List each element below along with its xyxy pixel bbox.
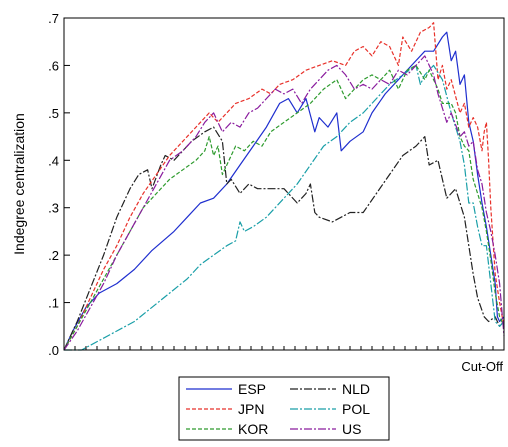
legend-label-kor: KOR — [238, 421, 268, 437]
y-tick-label: .1 — [48, 296, 59, 311]
series-lines — [63, 22, 505, 351]
legend-label-us: US — [342, 421, 361, 437]
series-line-jpn — [63, 22, 505, 351]
legend: ESP NLD JPN POL KOR US — [178, 376, 390, 441]
legend-label-esp: ESP — [238, 381, 266, 397]
legend-label-pol: POL — [342, 401, 370, 417]
y-axis-title: Indegree centralization — [11, 113, 27, 255]
y-axis-ticks: .0 .1 .2 .3 .4 .5 .6 .7 — [48, 11, 70, 358]
legend-label-jpn: JPN — [238, 401, 264, 417]
series-line-esp — [63, 31, 505, 351]
y-tick-label: .2 — [48, 248, 59, 263]
y-tick-label: .4 — [48, 153, 59, 168]
x-axis-title: Cut-Off — [461, 359, 503, 374]
series-line-nld — [63, 126, 505, 351]
series-line-pol — [64, 64, 505, 351]
legend-label-nld: NLD — [342, 381, 370, 397]
y-tick-label: .6 — [48, 58, 59, 73]
y-tick-label: .7 — [48, 11, 59, 26]
plot-frame — [63, 17, 505, 351]
y-tick-label: .5 — [48, 106, 59, 121]
x-axis-ticks — [63, 346, 505, 350]
series-line-kor — [63, 64, 505, 351]
y-tick-label: .3 — [48, 201, 59, 216]
series-line-us — [63, 55, 505, 351]
y-tick-label: .0 — [48, 343, 59, 358]
